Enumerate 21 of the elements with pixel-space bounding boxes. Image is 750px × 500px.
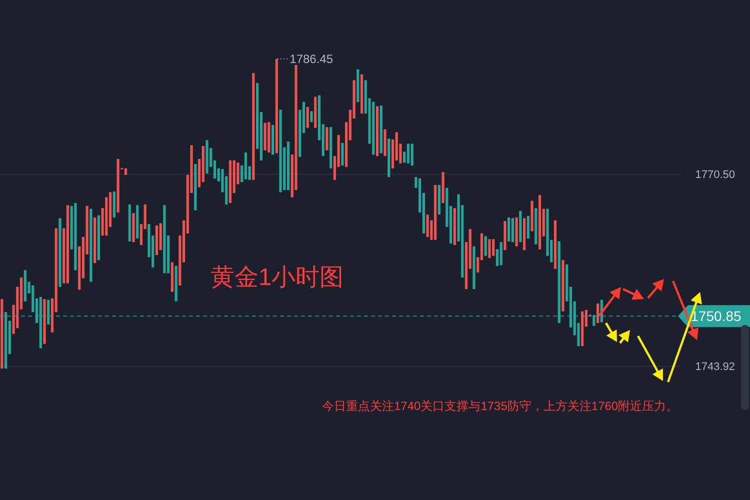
candlestick [406,143,410,164]
ref-line-label: 1750.85 [690,308,742,324]
candlestick [596,302,600,324]
annotation: 1786.45 [290,52,334,66]
candlestick [488,238,491,258]
candlestick [500,242,502,266]
y-tick-label: 1743.92 [695,361,735,374]
y-tick-label: 1770.50 [695,168,735,181]
candlestick [426,214,429,238]
candlestick [410,143,414,166]
candlestick [484,236,487,256]
candlestick [526,216,530,239]
candlestick [492,238,495,256]
candlestick [306,106,309,128]
text: 黄金1小时图 [210,264,344,291]
candlestick [326,126,328,151]
candlestick [341,142,344,166]
candlestick [511,218,514,243]
annotation: 今日重点关注1740关口支撑与1735防守，上方关注1760附近压力。 [322,399,678,413]
candlestick [592,314,596,326]
candlestick [508,216,510,242]
